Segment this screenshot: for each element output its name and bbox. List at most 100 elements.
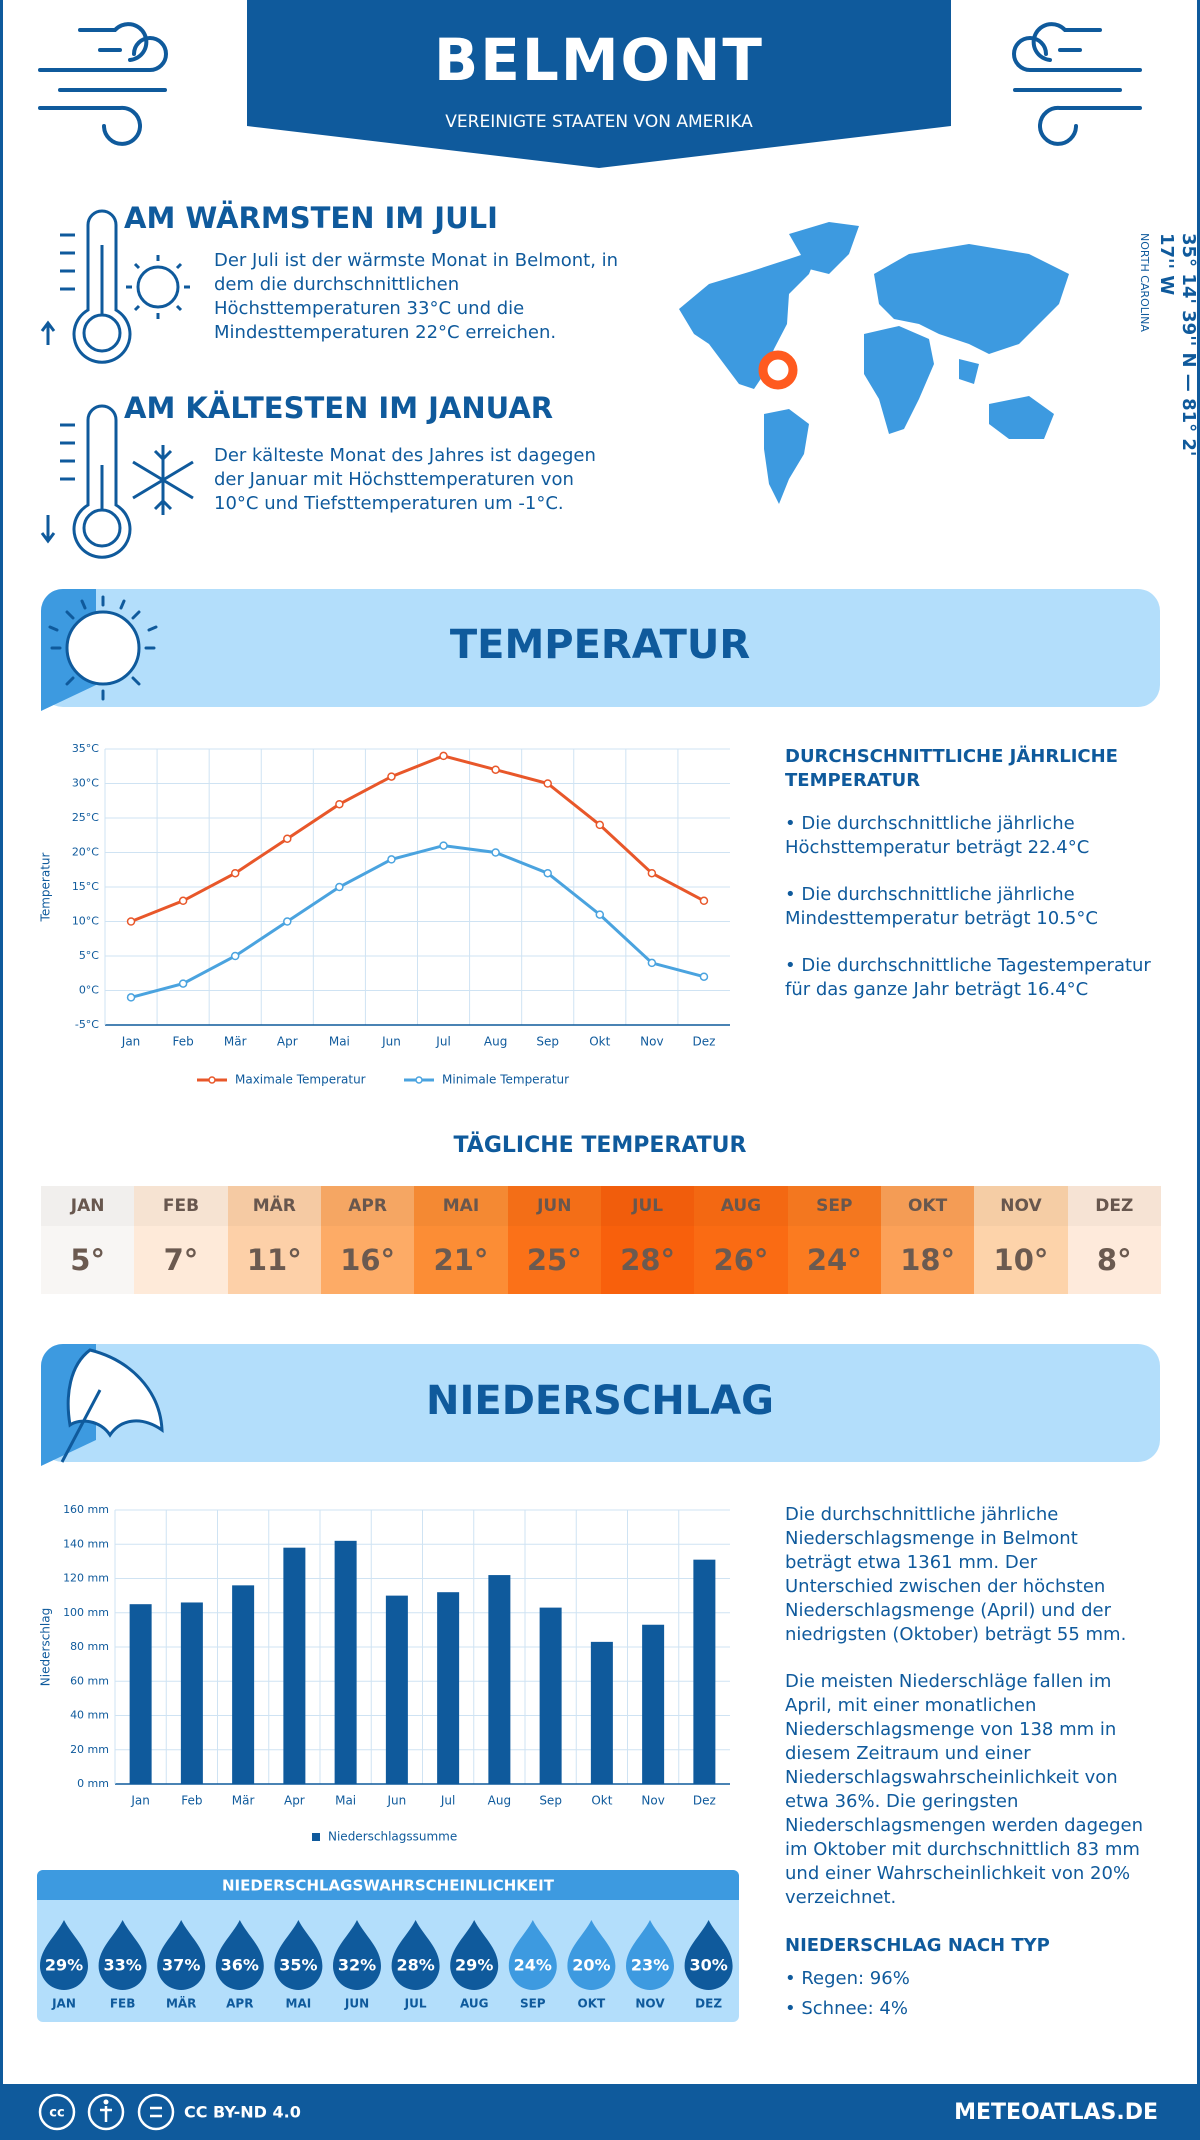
x-tick-label: Jun [381,1035,401,1049]
y-tick-label: 25°C [72,811,99,824]
point [126,993,136,1002]
drop [40,1920,88,1990]
x-tick-label: Sep [536,1035,559,1049]
probability-value: 37% [162,1956,200,1975]
y-axis-label: Niederschlag [39,1608,53,1686]
temperature-heading: TEMPERATUR [449,622,751,668]
temp-cell: 8° [1067,1226,1161,1294]
y-tick-label: 0 mm [77,1777,109,1790]
y-tick-label: 80 mm [70,1640,109,1653]
point [699,972,709,981]
x-tick-label: Dez [692,1035,715,1049]
temperature-banner [41,589,1160,711]
y-tick-label: 35°C [72,742,99,755]
legend-label: Maximale Temperatur [235,1073,366,1087]
probability-panel: NIEDERSCHLAGSWAHRSCHEINLICHKEIT 29% JAN 33… [37,1870,739,2022]
temp-cell: 7° [134,1226,228,1294]
probability-month: JUL [404,1997,427,2011]
point [595,820,605,830]
series-line [130,754,705,923]
temp-cell: 28° [600,1226,695,1294]
climate-icons [40,209,194,559]
probability-value: 28% [396,1956,434,1975]
precip-paragraph-2: Die meisten Niederschläge fallen im Apri… [785,1671,1143,1908]
probability-month: APR [226,1997,253,2011]
point [491,765,500,774]
legend-marker [415,1076,423,1084]
probability-value: 23% [631,1956,669,1975]
x-tick-label: Mär [232,1794,255,1808]
x-tick-label: Jan [130,1794,150,1808]
temp-cell: 18° [880,1226,975,1294]
x-tick-label: Mär [224,1035,247,1049]
type-rain: • Regen: 96% [785,1968,910,1989]
drop [391,1920,440,1990]
point [283,917,292,926]
month-cell: NOV [974,1186,1068,1226]
point [283,834,292,843]
probability-value: 30% [689,1956,727,1975]
probability-value: 20% [572,1956,610,1975]
legend-swatch [312,1833,320,1841]
probability-month: FEB [110,1997,136,2011]
probability-month: JAN [51,1997,76,2011]
x-tick-label: Nov [641,1794,664,1808]
series-line [130,844,705,999]
footer: cc CC BY-ND 4.0 METEOATLAS.DE [0,2084,1200,2140]
bar [488,1575,511,1784]
license: CC BY-ND 4.0 [184,2103,301,2122]
bar [437,1592,460,1784]
point [335,799,344,809]
x-tick-label: Feb [181,1794,202,1808]
coordinates: 35° 14' 39'' N — 81° 2' 17'' W [1156,233,1199,457]
daily-table: JAN 5° FEB 7° MÄR 11° APR 16° MAI 21° JUN 25° JUL 28°… [41,1186,1161,1294]
temperature-chart: -5°C 0°C 5°C 10°C 15°C 20°C 25°C 30°C 35°C Jan Feb… [39,742,730,1087]
month-cell: SEP [787,1186,881,1226]
temp-cell: 24° [787,1226,881,1294]
x-tick-label: Jun [387,1794,407,1808]
precip-paragraph-1: Die durchschnittliche jährliche Niedersc… [785,1504,1127,1645]
probability-month: DEZ [695,1997,722,2011]
precipitation-heading: NIEDERSCHLAG [426,1378,774,1424]
bar [334,1540,357,1784]
drop [274,1920,323,1990]
drop [684,1920,733,1990]
bar [283,1547,306,1784]
temp-cell: 5° [41,1226,135,1294]
probability-month: AUG [460,1997,489,2011]
month-cell: APR [320,1186,415,1226]
point [647,958,657,968]
probability-month: JUN [344,1997,369,2011]
month-cell: JAN [41,1186,135,1226]
point [543,779,552,788]
point [699,896,709,906]
y-tick-label: 20°C [72,846,99,859]
month-cell: MÄR [227,1186,321,1226]
probability-value: 36% [221,1956,259,1975]
bar [642,1624,665,1784]
point [595,910,605,919]
month-cell: JUL [600,1186,695,1226]
x-tick-label: Feb [173,1035,194,1049]
stat-min: • Die durchschnittliche jährliche Mindes… [785,884,1098,929]
y-tick-label: 15°C [72,880,99,893]
world-map [679,222,1069,504]
temp-cell: 21° [414,1226,508,1294]
drop [450,1920,499,1990]
site: METEOATLAS.DE [954,2100,1158,2125]
probability-title: NIEDERSCHLAGSWAHRSCHEINLICHKEIT [222,1877,555,1895]
x-tick-label: Sep [539,1794,562,1808]
point [230,868,240,878]
point [178,979,188,988]
drop [333,1920,381,1990]
probability-value: 33% [103,1956,141,1975]
coldest-title: AM KÄLTESTEN IM JANUAR [124,391,554,425]
precipitation-chart: 0 mm 20 mm 40 mm 60 mm 80 mm 100 mm 120 mm 140 … [39,1503,730,1844]
temp-cell: 11° [227,1226,321,1294]
x-tick-label: Dez [693,1794,716,1808]
warmest-title: AM WÄRMSTEN IM JULI [124,201,498,235]
y-tick-label: 10°C [72,915,99,928]
y-tick-label: 140 mm [63,1537,109,1550]
bar [129,1604,152,1784]
